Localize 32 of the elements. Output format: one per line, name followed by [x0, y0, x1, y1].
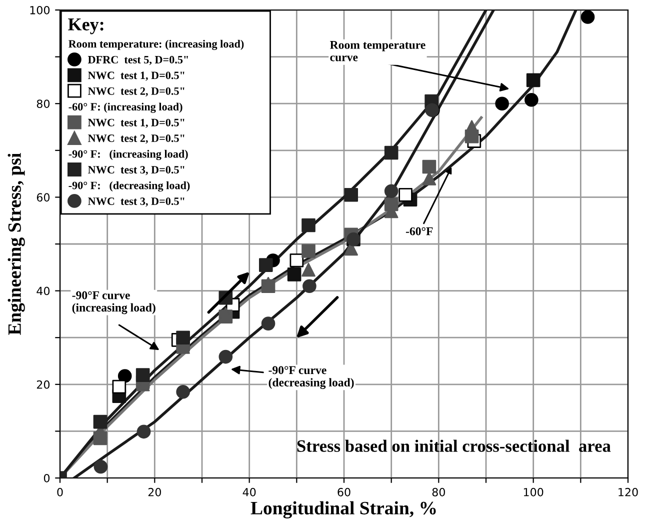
annotation: -90°F curve (increasing load): [72, 291, 156, 314]
annotation: -90° F: (decreasing load): [68, 181, 190, 192]
x-tick-label: 100: [524, 488, 544, 496]
x-tick-label: 0: [57, 488, 63, 496]
annotation: -60°F: [406, 227, 433, 236]
annotation: Room temperature curve: [330, 41, 426, 62]
y-tick-label: 20: [36, 380, 50, 389]
x-tick-label: 80: [432, 488, 445, 496]
x-axis-title: Longitudinal Strain, %: [250, 501, 436, 518]
legend-label: NWC test 1, D=0.5": [88, 72, 184, 81]
legend-label: NWC test 3, D=0.5": [88, 166, 184, 176]
annotation: Stress based on initial cross-sectional area: [297, 440, 611, 452]
x-tick-label: 40: [242, 488, 256, 496]
annotation: Room temperature: (increasing load): [68, 40, 244, 50]
y-axis-title: Engineering Stress, psi: [8, 153, 25, 335]
y-tick-label: 100: [30, 6, 50, 14]
y-tick-label: 60: [36, 193, 50, 202]
annotation: -90°F curve (decreasing load): [268, 366, 354, 389]
x-tick-label: 20: [148, 488, 161, 496]
annotation: -90° F: (increasing load): [68, 150, 188, 160]
y-tick-label: 80: [36, 100, 50, 108]
legend-label: DFRC test 5, D=0.5": [88, 56, 188, 66]
annotation: -60° F: (increasing load): [68, 102, 182, 113]
x-tick-label: 120: [618, 488, 638, 496]
legend-label: NWC test 2, D=0.5": [88, 87, 184, 96]
legend-title: Key:: [68, 18, 104, 34]
y-tick-label: 0: [44, 474, 50, 482]
y-tick-label: 40: [36, 286, 50, 296]
legend-label: NWC test 3, D=0.5": [88, 197, 184, 207]
legend-label: NWC test 2, D=0.5": [88, 134, 184, 144]
legend-label: NWC test 1, D=0.5": [88, 118, 184, 128]
x-tick-label: 60: [338, 488, 350, 496]
